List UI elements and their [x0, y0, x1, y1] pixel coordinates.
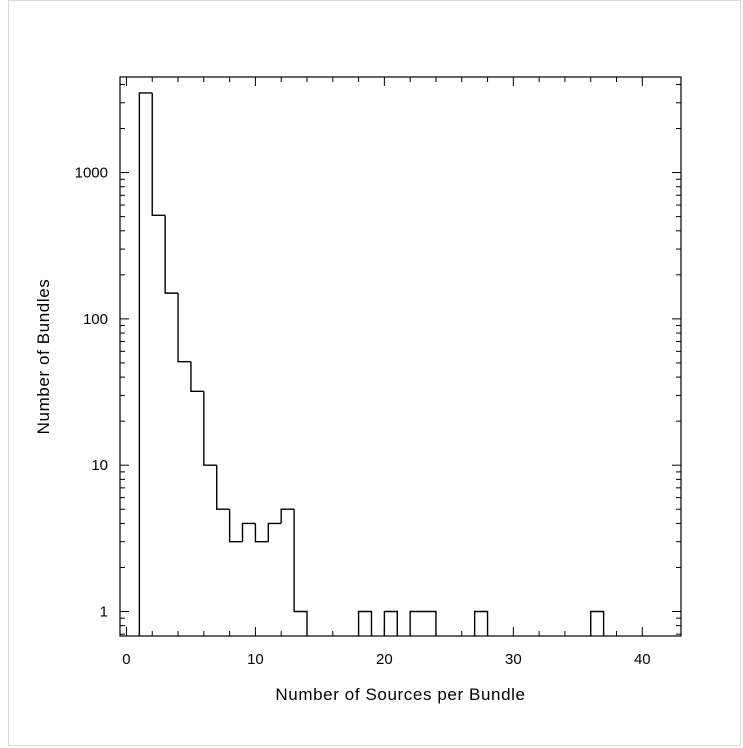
- histogram-bin: [409, 610, 437, 636]
- histogram-bin: [254, 523, 269, 543]
- figure-frame: 0 10 20 30 40 1 10 100 1000 Number of Sources p…: [8, 0, 741, 746]
- y-tick-label: 10: [91, 457, 108, 474]
- axis-ticks: [120, 77, 681, 636]
- histogram-bin: [383, 610, 398, 636]
- histogram-bin: [151, 92, 166, 217]
- x-tick-label: 20: [376, 651, 393, 668]
- histogram-bin: [164, 215, 179, 294]
- histogram-chart: 0 10 20 30 40 1 10 100 1000 Number of Sources p…: [34, 76, 682, 704]
- histogram-bin: [228, 509, 243, 543]
- x-tick-label: 40: [634, 651, 651, 668]
- x-tick-label: 0: [122, 651, 130, 668]
- histogram-bin: [267, 522, 282, 542]
- histogram-bin: [473, 610, 489, 636]
- histogram-bin: [241, 522, 256, 542]
- x-tick-labels: 0 10 20 30 40: [122, 651, 650, 668]
- y-axis-title: Number of Bundles: [34, 279, 53, 435]
- histogram-bin: [293, 509, 308, 636]
- histogram-bin: [203, 391, 217, 466]
- x-tick-label: 10: [247, 651, 264, 668]
- x-axis-title: Number of Sources per Bundle: [275, 685, 525, 704]
- histogram-bin: [216, 465, 230, 510]
- histogram-bin: [590, 610, 605, 636]
- x-tick-label: 30: [505, 651, 522, 668]
- y-tick-label: 1000: [75, 165, 108, 182]
- histogram-bin: [138, 92, 153, 636]
- y-tick-label: 100: [83, 311, 108, 328]
- histogram-bin: [357, 610, 373, 636]
- y-tick-labels: 1 10 100 1000: [75, 165, 108, 621]
- y-tick-label: 1: [100, 603, 108, 620]
- histogram-bars: [138, 92, 605, 636]
- histogram-bin: [280, 508, 295, 524]
- histogram-bin: [190, 361, 204, 392]
- plot-area-border: [119, 76, 682, 637]
- histogram-bin: [177, 293, 191, 363]
